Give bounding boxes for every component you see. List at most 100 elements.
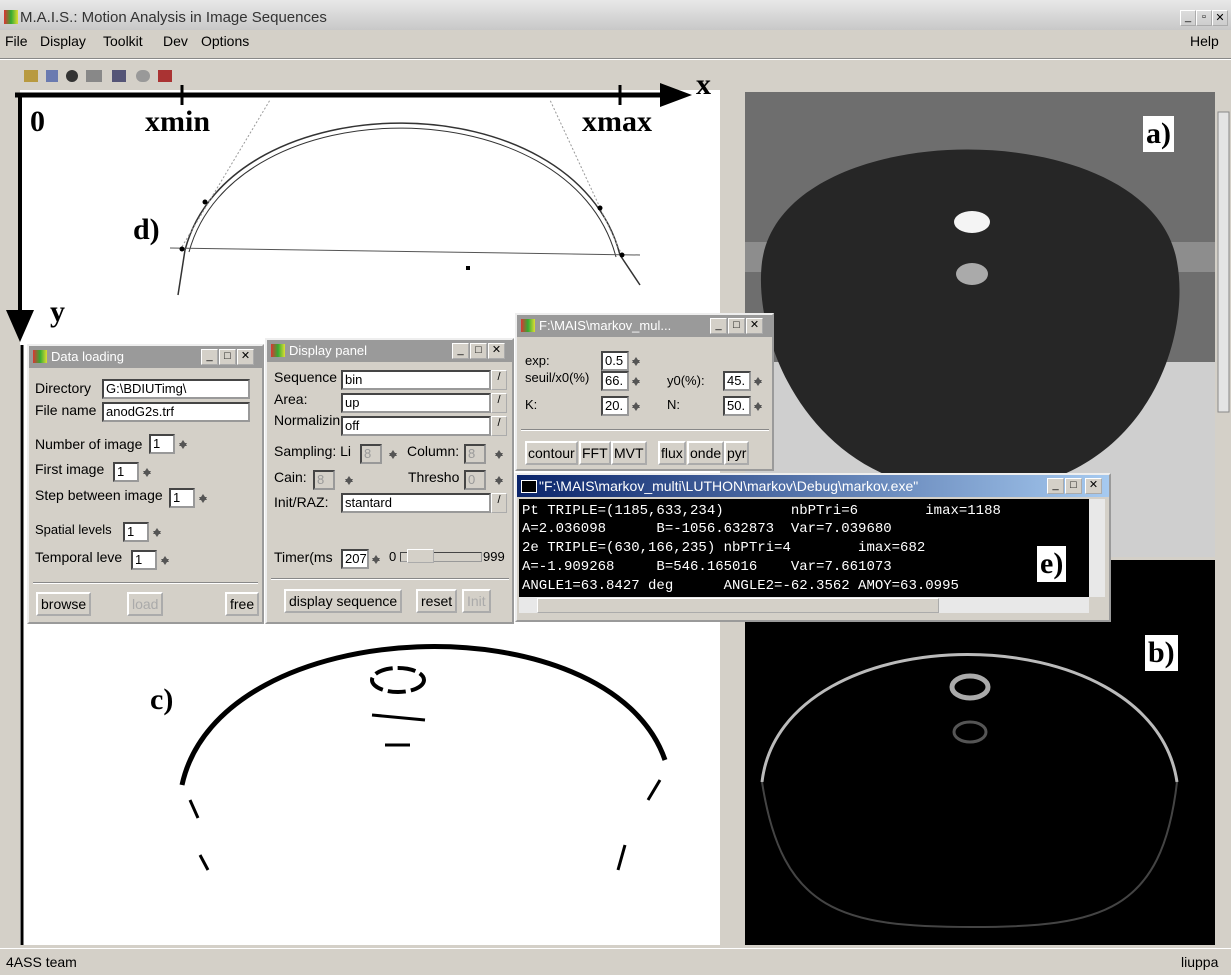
button[interactable]: load (127, 592, 164, 616)
spinner[interactable] (161, 551, 169, 569)
minimize[interactable]: _ (710, 318, 727, 334)
tool-camera[interactable] (86, 70, 102, 82)
menu-item[interactable]: Dev (163, 33, 188, 49)
field-label: First image (35, 461, 105, 477)
button[interactable]: browse (36, 592, 92, 616)
temporal-input[interactable]: 1 (131, 550, 157, 570)
spinner[interactable] (495, 445, 503, 463)
cain-input[interactable]: 8 (313, 470, 335, 490)
slider-track[interactable] (400, 552, 482, 562)
dropdown[interactable]: / (491, 416, 507, 436)
contour (184, 122, 621, 256)
n-input[interactable]: 50. (723, 396, 751, 416)
maximize[interactable]: □ (219, 349, 236, 365)
button[interactable]: onde (687, 441, 725, 465)
button[interactable]: reset (416, 589, 458, 613)
button[interactable]: free (225, 592, 260, 616)
tool-exit[interactable] (158, 70, 172, 82)
field-label: Sequence (274, 369, 338, 385)
close[interactable]: ✕ (237, 349, 254, 365)
init-select[interactable]: stantard (341, 493, 491, 513)
spinner[interactable] (754, 372, 762, 390)
y0-input[interactable]: 45. (723, 371, 751, 391)
scroll-thumb[interactable] (537, 598, 939, 613)
seuil-input[interactable]: 66. (601, 371, 629, 391)
minimize[interactable]: _ (201, 349, 218, 365)
edge-contour (179, 644, 668, 786)
restore[interactable]: ▫ (1196, 10, 1212, 26)
spinner[interactable] (345, 471, 353, 489)
contour (177, 249, 641, 296)
x-arrow (660, 83, 692, 107)
slider-max: 999 (483, 549, 505, 564)
field-label: Directory (35, 380, 92, 396)
minimize[interactable]: _ (1047, 478, 1064, 494)
button[interactable]: flux (658, 441, 686, 465)
spatial-input[interactable]: 1 (123, 522, 149, 542)
dropdown[interactable]: / (491, 493, 507, 513)
menu-item[interactable]: Toolkit (103, 33, 143, 49)
button[interactable]: display sequence (284, 589, 403, 613)
directory-input[interactable]: G:\BDIUTimg\ (102, 379, 250, 399)
console-line: A=-1.909268 B=546.165016 Var=7.661073 (522, 559, 892, 575)
point (466, 266, 470, 270)
first-input[interactable]: 1 (113, 462, 139, 482)
number-input[interactable]: 1 (149, 434, 175, 454)
close[interactable]: ✕ (1085, 478, 1102, 494)
button[interactable]: MVT (611, 441, 647, 465)
close[interactable]: ✕ (746, 318, 763, 334)
dropdown[interactable]: / (491, 393, 507, 413)
tool-zoom[interactable] (136, 70, 150, 82)
spinner[interactable] (632, 397, 640, 415)
minimize[interactable]: _ (452, 343, 469, 359)
button[interactable]: contour (525, 441, 578, 465)
field-label: File name (35, 402, 97, 418)
area-select[interactable]: up (341, 393, 491, 413)
spinner[interactable] (754, 397, 762, 415)
display-panel-window: Display panel _ □ ✕ Sequence bin / Area: up… (265, 338, 514, 624)
normalize-select[interactable]: off (341, 416, 491, 436)
step-input[interactable]: 1 (169, 488, 195, 508)
tool-refresh[interactable] (66, 70, 78, 82)
column-input[interactable]: 8 (464, 444, 486, 464)
file-input[interactable]: anodG2s.trf (102, 402, 250, 422)
sequence-select[interactable]: bin (341, 370, 491, 390)
maximize[interactable]: □ (728, 318, 745, 334)
spinner[interactable] (632, 372, 640, 390)
threshold-input[interactable]: 0 (464, 470, 486, 490)
maximize[interactable]: □ (470, 343, 487, 359)
exp-input[interactable]: 0.5 (601, 351, 629, 371)
xmin-label: xmin (145, 105, 211, 138)
button[interactable]: pyr (724, 441, 750, 465)
close[interactable]: ✕ (488, 343, 505, 359)
k-input[interactable]: 20. (601, 396, 629, 416)
spinner[interactable] (389, 445, 397, 463)
menu-item[interactable]: File (5, 33, 28, 49)
spinner[interactable] (199, 489, 207, 507)
timer-input[interactable]: 207 (341, 549, 369, 569)
scrollbar[interactable] (1089, 499, 1105, 597)
button[interactable]: FFT (579, 441, 611, 465)
spinner[interactable] (372, 550, 380, 568)
maximize[interactable]: □ (1065, 478, 1082, 494)
spinner[interactable] (143, 463, 151, 481)
spinner[interactable] (632, 352, 640, 370)
tool-monitor[interactable] (112, 70, 126, 82)
menu-item[interactable]: Options (201, 33, 250, 49)
spinner[interactable] (495, 471, 503, 489)
minimize[interactable]: _ (1180, 10, 1196, 26)
console-line: A=2.036098 B=-1056.632873 Var=7.039680 (522, 521, 892, 537)
scroll-thumb[interactable] (1217, 111, 1230, 413)
spinner[interactable] (153, 523, 161, 541)
menu-item[interactable]: Display (40, 33, 86, 49)
button[interactable]: Init (462, 589, 491, 613)
slider-thumb[interactable] (407, 549, 434, 563)
spinner[interactable] (179, 435, 187, 453)
menu-item[interactable]: Help (1190, 33, 1219, 49)
sampling-input[interactable]: 8 (360, 444, 382, 464)
tool-save[interactable] (46, 70, 58, 82)
close[interactable]: ✕ (1212, 10, 1228, 26)
dropdown[interactable]: / (491, 370, 507, 390)
tool-open[interactable] (24, 70, 38, 82)
label-e: e) (1037, 546, 1067, 582)
